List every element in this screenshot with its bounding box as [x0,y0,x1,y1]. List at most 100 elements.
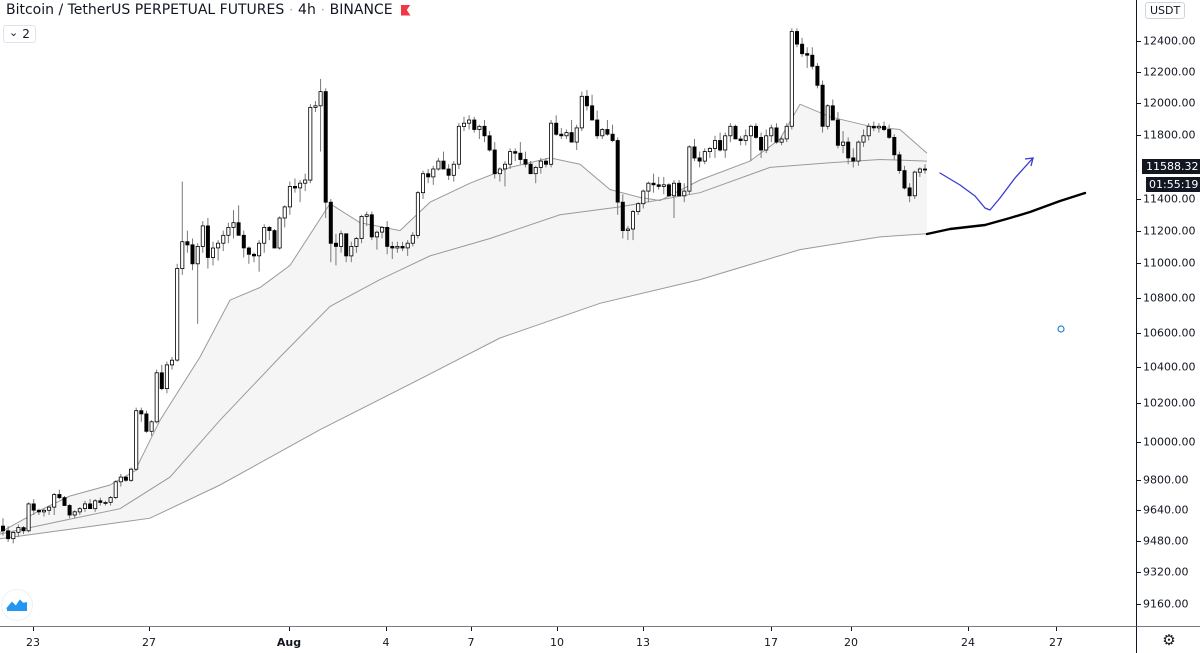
candle-down [554,122,559,135]
candle-up [339,233,344,247]
candle-down [446,168,451,176]
price-tick [1137,541,1141,542]
tradingview-logo[interactable] [2,590,32,620]
candle-up [707,147,712,152]
price-tick [1137,367,1141,368]
candle-up [508,151,513,165]
price-axis-label: 10600.00 [1143,326,1196,340]
candle-up [861,135,866,143]
time-axis[interactable]: 23 27 Aug 4 7 10 13 17 20 24 27 [0,626,1136,653]
gear-icon: ⚙ [1162,631,1176,649]
candle-down [472,119,477,130]
separator: · [320,3,325,17]
candle-down [923,168,928,171]
ma-band-fill [0,104,927,539]
freehand-arrow-drawing [939,157,1034,211]
candle-down [6,530,11,540]
candle-down [733,125,738,140]
price-tick [1137,103,1141,104]
candle-down [605,129,610,135]
candle-down [98,500,103,503]
chart-pane[interactable]: Bitcoin / TetherUS PERPETUAL FUTURES · 4… [0,0,1136,626]
time-axis-label: 7 [467,636,475,649]
candle-down [666,184,671,197]
candle-up [380,226,385,233]
price-tick [1137,572,1141,573]
candle-up [876,125,881,129]
price-tick [1137,480,1141,481]
time-axis-label: 27 [142,636,156,649]
time-tick [968,627,969,631]
price-axis-label: 12200.00 [1143,65,1196,79]
candle-down [528,163,533,175]
candle-up [395,245,400,249]
interval-label[interactable]: 4h [298,2,316,18]
candle-down [88,503,93,509]
candle-up [866,125,871,137]
candle-down [426,173,431,178]
candle-up [661,184,666,187]
candle-up [226,226,231,236]
moving-average-line-3 [0,233,928,540]
candle-down [523,159,528,165]
candle-up [42,509,47,513]
candle-up [564,132,569,137]
candle-up [257,242,262,257]
candle-up [129,468,134,481]
candle-down [205,225,210,258]
candle-down [820,84,825,127]
candle-up [349,245,354,257]
price-axis-label: 10200.00 [1143,396,1196,410]
candle-up [841,141,846,146]
candle-down [246,247,251,255]
candle-down [251,253,256,257]
exchange-label: BINANCE [329,2,393,18]
candle-down [907,187,912,197]
candle-up [118,476,123,483]
candle-down [272,230,277,249]
candle-down [754,125,759,138]
candle-up [625,228,630,232]
candle-down [441,160,446,170]
flag-icon[interactable] [400,4,411,16]
candle-up [108,497,113,503]
candle-up [149,421,154,432]
chart-settings-button[interactable]: ⚙ [1136,626,1200,653]
candle-down [902,170,907,189]
price-axis-label: 11400.00 [1143,192,1196,206]
time-axis-label: 20 [844,636,858,649]
time-axis-label: 4 [382,636,390,649]
price-axis-label: 11000.00 [1143,256,1196,270]
price-tick [1137,333,1141,334]
candle-up [769,127,774,137]
candle-up [93,500,98,510]
candle-down [385,226,390,247]
candle-down [656,184,661,187]
candle-up [318,91,323,107]
indicators-collapse-button[interactable]: ⌄ 2 [3,25,36,43]
candle-up [72,511,77,516]
candle-up [687,146,692,192]
candle-down [236,222,241,236]
candle-up [410,234,415,244]
candle-down [544,160,549,165]
currency-unit-button[interactable]: USDT [1145,2,1186,19]
candle-down [292,185,297,189]
candle-down [323,91,328,203]
candle-up [825,105,830,127]
price-axis-label: 9800.00 [1143,473,1189,487]
candle-up [210,247,215,258]
candle-up [175,268,180,361]
candle-up [636,203,641,212]
candle-up [467,119,472,124]
time-axis-label: 17 [764,636,778,649]
time-tick [1056,627,1057,631]
candle-down [651,182,656,186]
candle-down [851,157,856,162]
candle-down [21,527,26,532]
symbol-name[interactable]: Bitcoin / TetherUS PERPETUAL FUTURES [6,2,285,18]
symbol-header: Bitcoin / TetherUS PERPETUAL FUTURES · 4… [6,2,411,18]
chevron-down-icon: ⌄ [9,25,19,39]
price-chart-canvas[interactable] [0,0,1136,626]
price-axis[interactable]: USDT 11588.32 01:55:19 12400.00 12200.00 1… [1136,0,1200,626]
